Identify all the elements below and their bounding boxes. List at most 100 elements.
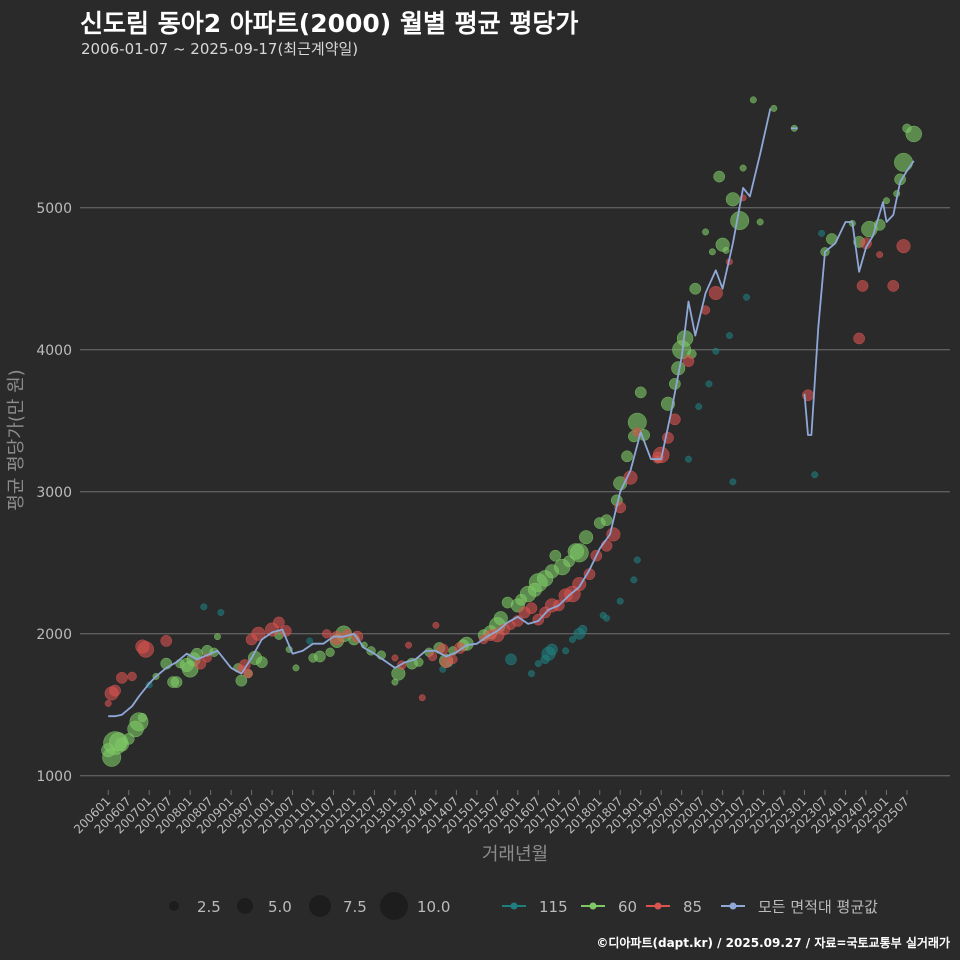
data-point-85 <box>525 602 538 615</box>
data-point-85 <box>606 527 621 542</box>
data-point-60 <box>314 650 326 663</box>
data-point-85 <box>351 630 364 643</box>
data-point-85 <box>104 699 112 707</box>
data-point-85 <box>708 285 723 301</box>
data-point-115 <box>630 576 638 584</box>
data-point-60 <box>689 282 702 295</box>
data-point-60 <box>668 378 681 390</box>
data-point-85 <box>682 355 695 368</box>
data-point-60 <box>739 164 747 172</box>
data-point-115 <box>633 556 641 564</box>
data-point-85 <box>127 671 137 682</box>
data-point-60 <box>634 386 647 399</box>
legend-dot <box>729 902 737 910</box>
data-point-60 <box>883 197 890 205</box>
data-point-115 <box>546 643 558 656</box>
y-tick-label: 3000 <box>36 485 72 501</box>
size-legend-circle <box>380 892 408 920</box>
data-point-60 <box>770 104 778 112</box>
legend-dot <box>510 902 518 910</box>
data-point-60 <box>579 530 594 545</box>
data-point-60 <box>493 611 508 626</box>
average-line <box>803 160 915 436</box>
legend-label: 85 <box>683 898 702 916</box>
data-point-60 <box>255 656 268 669</box>
series-115 <box>145 229 826 689</box>
data-point-60 <box>414 657 424 667</box>
data-point-115 <box>725 332 733 340</box>
chart-title: 신도림 동아2 아파트(2000) 월별 평균 평당가 <box>80 9 579 38</box>
data-point-115 <box>578 624 588 635</box>
data-point-85 <box>896 239 911 254</box>
data-point-60 <box>905 125 923 143</box>
y-axis-title: 평균 평당가(만 원) <box>6 369 27 510</box>
data-point-85 <box>856 280 869 292</box>
data-point-60 <box>708 248 716 256</box>
chart-subtitle: 2006-01-07 ~ 2025-09-17(최근계약일) <box>81 40 359 58</box>
data-point-60 <box>235 674 248 687</box>
data-point-85 <box>273 616 285 629</box>
data-point-115 <box>200 603 208 611</box>
data-point-60 <box>549 549 562 562</box>
data-point-60 <box>600 514 613 527</box>
y-tick-label: 4000 <box>36 343 72 359</box>
data-point-60 <box>621 450 633 463</box>
data-point-85 <box>160 635 173 647</box>
data-point-60 <box>725 192 740 207</box>
data-point-85 <box>116 671 128 684</box>
size-legend-label: 2.5 <box>197 898 221 916</box>
y-tick-label: 2000 <box>36 627 72 643</box>
data-point-60 <box>702 228 710 236</box>
series-85 <box>104 194 911 707</box>
data-point-115 <box>528 670 535 678</box>
x-axis-title: 거래년월 <box>482 844 548 865</box>
data-point-85 <box>427 651 438 662</box>
data-point-115 <box>743 293 750 301</box>
data-point-60 <box>325 647 335 657</box>
data-point-60 <box>749 96 757 104</box>
data-point-85 <box>418 694 426 702</box>
data-point-60 <box>137 712 148 723</box>
data-point-85 <box>391 654 399 662</box>
data-point-85 <box>887 280 900 292</box>
data-point-115 <box>818 229 826 237</box>
data-point-85 <box>279 625 292 637</box>
data-point-115 <box>306 637 314 645</box>
y-tick-label: 1000 <box>36 769 72 785</box>
data-point-115 <box>811 471 819 479</box>
average-line <box>108 108 772 718</box>
data-point-60 <box>722 246 730 254</box>
data-point-115 <box>603 614 611 622</box>
data-point-60 <box>569 543 589 563</box>
series-60 <box>101 96 923 767</box>
legend-dot <box>654 902 662 910</box>
size-legend-label: 10.0 <box>417 898 450 916</box>
data-point-85 <box>853 332 865 345</box>
data-point-85 <box>243 668 253 679</box>
data-point-115 <box>685 455 692 463</box>
data-point-85 <box>448 654 458 665</box>
data-point-60 <box>756 218 764 226</box>
legend-label: 115 <box>539 898 568 916</box>
data-point-85 <box>109 684 121 697</box>
data-point-115 <box>562 647 570 655</box>
data-point-115 <box>712 347 720 355</box>
legend-dot <box>589 902 597 910</box>
size-legend-circle <box>309 895 331 917</box>
data-point-115 <box>505 653 517 666</box>
data-point-115 <box>729 478 737 486</box>
data-point-115 <box>568 636 576 643</box>
data-point-85 <box>876 251 884 259</box>
data-point-60 <box>292 664 300 672</box>
size-legend-circle <box>237 898 253 914</box>
data-point-85 <box>322 629 332 639</box>
data-point-85 <box>137 641 155 658</box>
legend-label: 60 <box>618 898 637 916</box>
legend-label: 모든 면적대 평균값 <box>758 898 878 916</box>
data-point-60 <box>214 633 221 641</box>
data-point-115 <box>217 609 225 616</box>
data-point-60 <box>713 170 726 183</box>
data-point-115 <box>705 380 713 388</box>
data-point-85 <box>251 626 266 641</box>
